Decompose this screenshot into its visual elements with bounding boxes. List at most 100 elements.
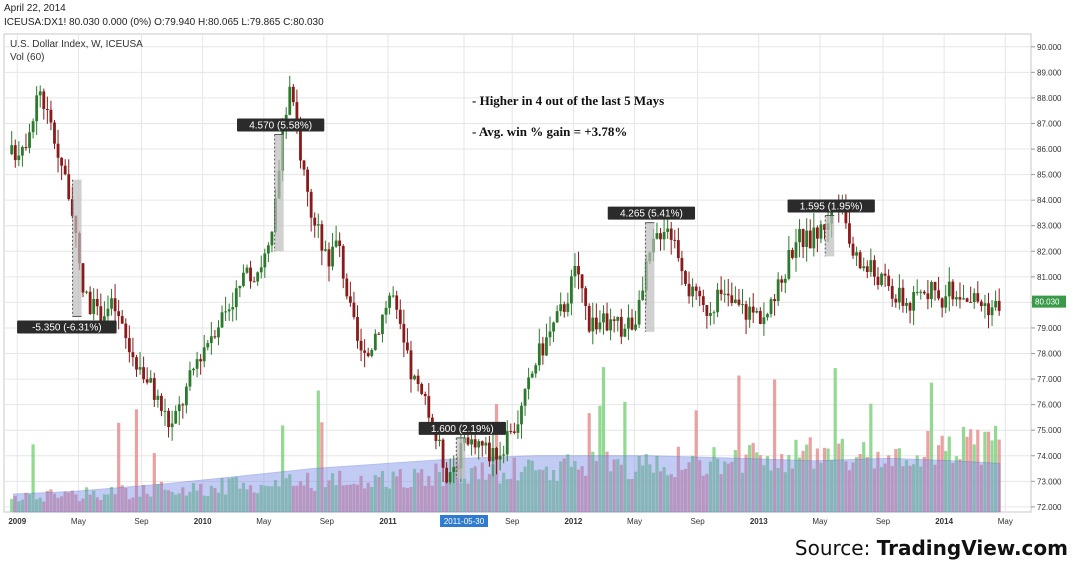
volume-bar [52, 493, 57, 512]
candle-body [434, 430, 438, 441]
volume-bar [145, 493, 149, 512]
candle-body [858, 252, 862, 269]
candle-body [184, 386, 188, 406]
candle-body [726, 293, 730, 296]
volume-bar [648, 464, 652, 512]
volume-bar [24, 492, 28, 512]
candle-body [662, 232, 666, 240]
volume-bar [641, 465, 645, 512]
candle-body [70, 199, 74, 216]
volume-bar [131, 497, 135, 512]
x-tick-label: 2010 [194, 517, 212, 526]
candle-body [356, 316, 359, 341]
volume-bar [594, 461, 598, 512]
candle-body [85, 291, 88, 293]
volume-bar [591, 451, 595, 512]
volume-bar [666, 475, 670, 512]
candle-body [231, 307, 235, 310]
candle-body [733, 299, 737, 303]
volume-bar [263, 485, 267, 512]
measure-range [645, 222, 655, 332]
volume-bar [291, 485, 295, 512]
candle-body [730, 295, 734, 303]
candle-body [484, 442, 488, 446]
candle-body [584, 288, 588, 306]
candle-body [516, 424, 520, 433]
volume-bar [887, 455, 891, 512]
volume-bar [780, 454, 784, 512]
volume-bar [983, 431, 987, 512]
candle-body [530, 373, 534, 378]
candle-body [388, 295, 391, 308]
volume-bar [184, 495, 188, 512]
candle-body [135, 357, 138, 370]
candle-body [541, 343, 545, 356]
volume-bar [348, 484, 352, 512]
volume-bar [92, 490, 96, 512]
candle-body [441, 439, 445, 468]
volume-bar [673, 477, 677, 512]
y-tick-label: 74.000 [1037, 452, 1062, 461]
volume-bar [142, 484, 146, 512]
candle-body [527, 377, 531, 390]
candle-body [905, 303, 908, 306]
ticker-quote-line: ICEUSA:DX1! 80.030 0.000 (0%) O:79.940 H… [4, 17, 324, 28]
volume-bar [455, 464, 459, 512]
volume-bar [484, 479, 488, 512]
candle-body [919, 291, 923, 293]
candle-body [659, 233, 662, 240]
x-tick-label: Sep [320, 517, 335, 526]
x-tick-label: May [998, 517, 1013, 526]
candle-body [812, 227, 816, 249]
volume-bar [327, 480, 331, 512]
volume-bar [840, 438, 844, 512]
y-tick-label: 85.000 [1037, 171, 1062, 180]
volume-bar [954, 456, 959, 512]
volume-bar [637, 455, 641, 512]
candle-body [402, 323, 406, 343]
volume-bar [434, 463, 438, 512]
volume-bar [227, 478, 231, 512]
y-tick-label: 84.000 [1037, 196, 1062, 205]
candle-body [709, 312, 712, 316]
volume-bar [416, 472, 420, 512]
y-tick-label: 79.000 [1037, 324, 1062, 333]
volume-bar [801, 450, 805, 512]
candle-body [701, 296, 705, 306]
volume-bar [651, 472, 655, 512]
candle-body [202, 347, 206, 362]
candle-body [113, 298, 117, 312]
candle-body [502, 454, 506, 456]
volume-bar [395, 476, 399, 512]
volume-bar [427, 476, 431, 512]
candle-body [495, 447, 498, 460]
candle-body [930, 281, 933, 300]
volume-bar [837, 443, 841, 512]
y-tick-label: 90.000 [1037, 43, 1062, 52]
volume-bar [797, 457, 802, 512]
candle-body [691, 286, 695, 297]
candle-body [712, 312, 716, 314]
candle-body [562, 304, 566, 312]
candle-body [213, 336, 217, 338]
candle-body [609, 319, 613, 331]
candle-body [174, 411, 178, 424]
volume-bar [951, 462, 955, 512]
volume-bars [10, 367, 1001, 512]
y-tick-label: 87.000 [1037, 119, 1062, 128]
volume-bar [99, 500, 103, 512]
candle-body [170, 423, 174, 428]
candle-body [815, 227, 819, 239]
volume-bar [295, 485, 299, 512]
volume-bar [469, 468, 474, 512]
candle-body [641, 290, 645, 300]
x-tick-label: Sep [690, 517, 705, 526]
volume-bar [156, 484, 160, 512]
volume-bar [712, 447, 716, 512]
annotation-line-1: - Higher in 4 out of the last 5 Mays [472, 93, 664, 108]
candle-body [199, 359, 203, 362]
usd-index-chart[interactable]: -5.350 (-6.31%) 4.570 (5.58%) 1.600 (2.19%… [0, 0, 1080, 530]
candle-body [152, 378, 156, 400]
volume-bar [373, 474, 377, 512]
volume-bar [947, 436, 951, 512]
